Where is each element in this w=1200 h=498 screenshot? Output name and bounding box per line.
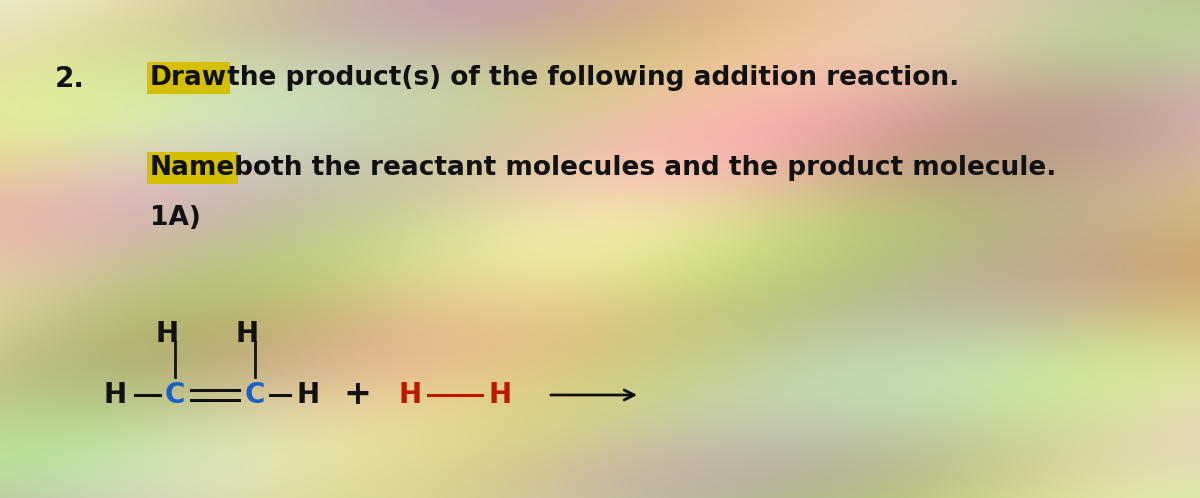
Text: 2.: 2. <box>55 65 85 93</box>
Text: the product(s) of the following addition reaction.: the product(s) of the following addition… <box>218 65 959 91</box>
Text: C: C <box>245 381 265 409</box>
Text: +: + <box>343 378 371 411</box>
Text: H: H <box>235 320 258 348</box>
Text: 1A): 1A) <box>150 205 200 231</box>
Text: H: H <box>398 381 421 409</box>
Text: both the reactant molecules and the product molecule.: both the reactant molecules and the prod… <box>226 155 1056 181</box>
Text: Draw: Draw <box>150 65 227 91</box>
Text: C: C <box>164 381 185 409</box>
Text: Name: Name <box>150 155 235 181</box>
Text: H: H <box>296 381 319 409</box>
Text: H: H <box>488 381 511 409</box>
Text: H: H <box>103 381 126 409</box>
Text: H: H <box>156 320 179 348</box>
